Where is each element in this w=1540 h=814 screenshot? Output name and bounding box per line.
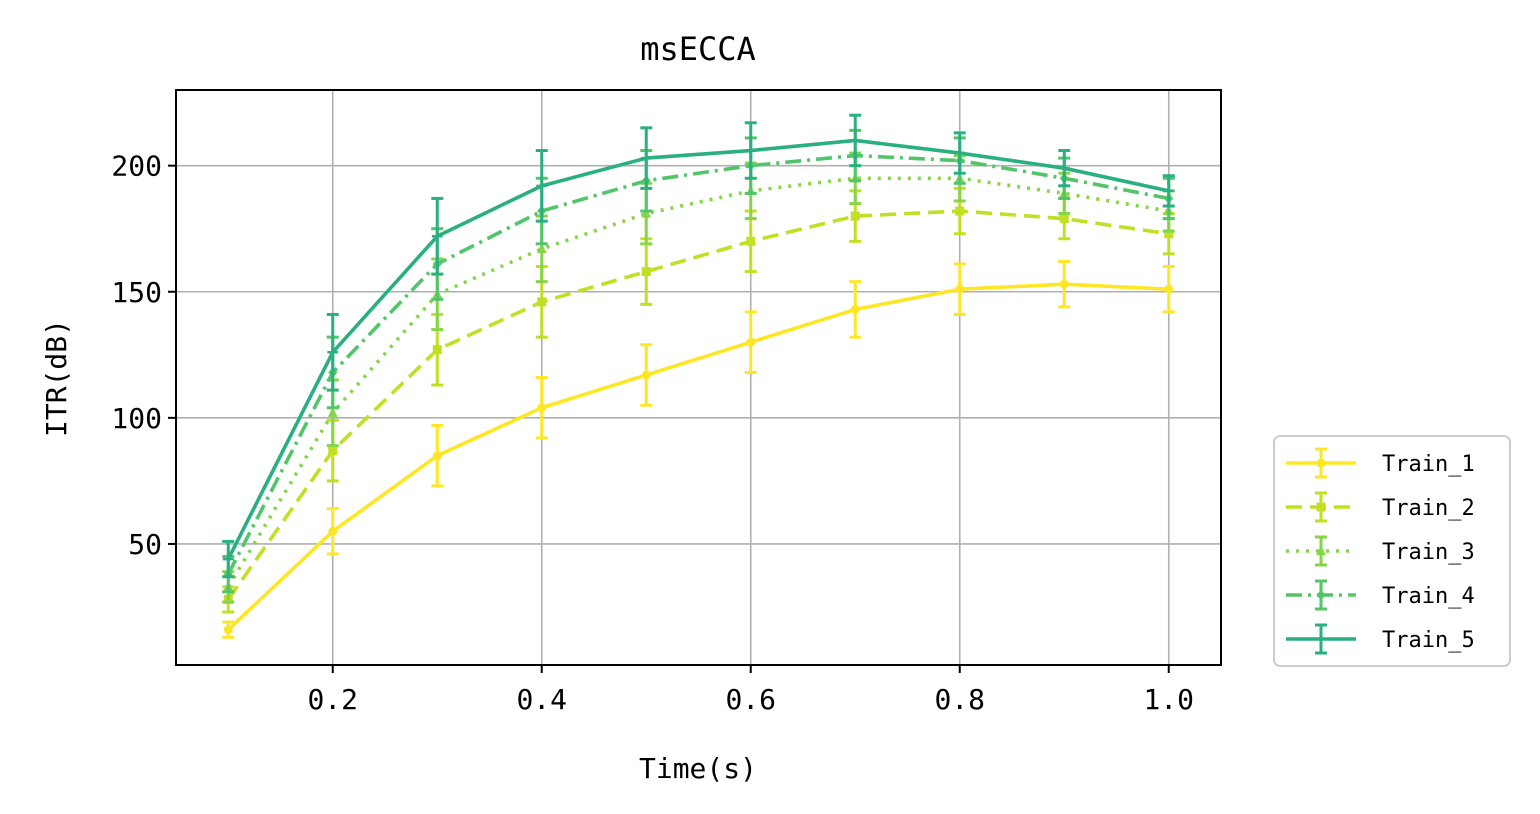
series-2 xyxy=(222,186,1175,614)
plot-frame xyxy=(175,89,1222,666)
legend-marker xyxy=(1316,502,1326,512)
legend-label: Train_5 xyxy=(1382,628,1475,653)
data-point xyxy=(536,243,547,253)
legend-label: Train_3 xyxy=(1382,540,1475,565)
data-point xyxy=(955,206,965,216)
legend-frame xyxy=(1273,435,1511,667)
y-tick-label: 150 xyxy=(111,276,162,309)
data-point xyxy=(537,403,547,413)
legend-item: Train_5 xyxy=(1286,623,1475,655)
x-tick-label: 0.6 xyxy=(725,683,776,716)
data-point xyxy=(432,451,442,461)
series-4 xyxy=(222,128,1175,594)
x-axis-label: Time(s) xyxy=(639,752,757,785)
series-line xyxy=(227,282,1169,632)
data-point xyxy=(1058,162,1070,174)
data-point xyxy=(641,370,651,380)
y-tick-label: 100 xyxy=(111,402,162,435)
data-point xyxy=(223,625,233,635)
data-point xyxy=(328,526,338,536)
data-point xyxy=(1164,229,1174,239)
legend-marker xyxy=(1315,633,1327,645)
data-point xyxy=(327,407,338,417)
series-group xyxy=(222,113,1175,639)
data-point xyxy=(746,236,756,246)
x-tick-label: 0.2 xyxy=(307,683,358,716)
data-point xyxy=(327,346,339,358)
data-point xyxy=(641,267,651,277)
y-axis-label: ITR(dB) xyxy=(40,319,73,437)
series-line xyxy=(226,209,1170,601)
legend-item: Train_1 xyxy=(1286,447,1475,479)
data-point xyxy=(222,553,234,565)
series-3 xyxy=(222,151,1175,604)
axis-ticks: 0.2 0.4 0.6 0.8 1.0 50 100 150 200 xyxy=(111,150,1194,716)
data-point xyxy=(1059,214,1069,224)
legend-item: Train_3 xyxy=(1286,535,1475,567)
y-tick-label: 50 xyxy=(128,528,162,561)
data-point xyxy=(537,297,547,307)
legend-item: Train_2 xyxy=(1286,491,1475,523)
legend-label: Train_4 xyxy=(1382,584,1475,609)
series-1 xyxy=(222,259,1175,639)
data-point xyxy=(954,147,966,159)
data-point xyxy=(1059,279,1069,289)
data-point xyxy=(745,145,757,156)
legend-marker xyxy=(1316,458,1326,468)
series-line xyxy=(226,138,1170,560)
series-line xyxy=(226,153,1170,576)
data-point xyxy=(328,446,338,456)
y-tick-label: 200 xyxy=(111,150,162,183)
data-point xyxy=(536,180,548,192)
data-point xyxy=(850,304,860,314)
data-point xyxy=(746,337,756,347)
x-tick-label: 0.8 xyxy=(934,683,985,716)
legend-label: Train_1 xyxy=(1382,452,1475,477)
legend-marker xyxy=(1316,545,1326,556)
x-tick-label: 0.4 xyxy=(516,683,567,716)
legend-item: Train_4 xyxy=(1286,579,1475,611)
data-point xyxy=(1163,185,1175,197)
legend-marker xyxy=(1316,589,1326,601)
data-point xyxy=(432,345,442,355)
series-line xyxy=(226,176,1170,588)
series-5 xyxy=(222,113,1175,579)
data-point xyxy=(849,135,861,146)
data-point xyxy=(1164,284,1174,294)
legend-label: Train_2 xyxy=(1382,496,1475,521)
data-point xyxy=(850,211,860,221)
data-point xyxy=(640,152,652,164)
data-point xyxy=(431,230,443,242)
x-tick-label: 1.0 xyxy=(1143,683,1194,716)
chart-title: msECCA xyxy=(640,30,756,68)
data-point xyxy=(641,208,652,218)
legend: Train_1 Train_2 Train_3 Train_4 Train_5 xyxy=(1273,435,1511,667)
data-point xyxy=(955,284,965,294)
